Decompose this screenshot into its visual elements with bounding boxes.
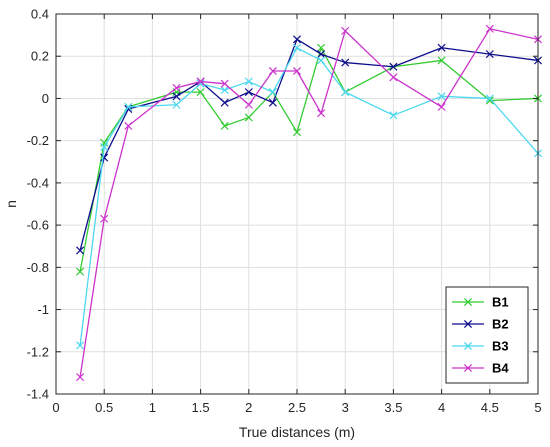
data-point-b4: [124, 121, 133, 130]
data-point-b1: [437, 56, 446, 65]
data-point-b4: [292, 66, 302, 76]
legend-marker: [463, 319, 473, 329]
data-point-b2: [437, 43, 446, 52]
legend-item-b1: B1: [452, 295, 509, 310]
data-point-b4: [341, 26, 350, 35]
legend-item-b2: B2: [452, 317, 509, 332]
legend-label: B1: [492, 295, 509, 310]
data-point-b2: [100, 153, 109, 162]
data-point-b3: [485, 94, 494, 103]
y-tick-label: -1.2: [27, 344, 49, 359]
data-point-b3: [172, 100, 181, 109]
x-tick-label: 1: [149, 400, 156, 415]
x-tick-label: 2: [245, 400, 252, 415]
data-point-b4: [268, 66, 277, 76]
data-point-b4: [437, 102, 446, 111]
data-point-b4: [220, 79, 229, 88]
series-b4: [76, 24, 543, 382]
legend-label: B4: [492, 361, 509, 376]
data-point-b4: [244, 100, 253, 109]
legend-item-b4: B4: [452, 361, 509, 376]
data-point-b1: [292, 128, 302, 137]
y-tick-label: 0.4: [31, 7, 49, 22]
x-tick-label: 3: [342, 400, 349, 415]
y-tick-label: -1: [37, 302, 49, 317]
y-tick-label: -0.8: [27, 260, 49, 275]
data-point-b4: [76, 373, 85, 382]
tick-labels: 0 0.5 1 1.5 2 2.5 3 3.5 4 4.5 5 -1.4 -1.2 -1 -0.8 -0.6 -…: [27, 7, 542, 416]
data-point-b1: [196, 88, 205, 97]
legend-item-b3: B3: [452, 339, 509, 354]
y-tick-label: -0.2: [27, 133, 49, 148]
data-point-b3: [76, 341, 85, 350]
y-tick-label: 0.2: [31, 49, 49, 64]
y-tick-label: 0: [42, 91, 49, 106]
data-point-b2: [292, 35, 302, 44]
data-point-b4: [317, 109, 326, 118]
data-point-b2: [244, 88, 253, 97]
data-point-b1: [317, 43, 326, 52]
data-point-b3: [268, 88, 277, 97]
x-tick-label: 0: [52, 400, 59, 415]
legend: B1 B2 B3 B4: [445, 286, 529, 384]
x-tick-label: 5: [534, 400, 541, 415]
legend-box: [445, 286, 529, 384]
legend-label: B2: [492, 317, 509, 332]
data-point-b3: [437, 92, 446, 101]
data-point-b4: [389, 73, 398, 82]
data-point-b1: [76, 267, 85, 276]
axes: [55, 13, 539, 395]
data-point-b2: [268, 98, 277, 107]
y-tick-label: -0.4: [27, 175, 49, 190]
data-point-b3: [100, 142, 109, 152]
data-point-b4: [100, 214, 109, 223]
data-point-b2: [172, 92, 181, 101]
x-axis-label: True distances (m): [239, 424, 355, 440]
x-tick-label: 4.5: [481, 400, 499, 415]
y-tick-label: -0.6: [27, 218, 49, 233]
data-point-b4: [196, 77, 205, 86]
legend-marker: [463, 363, 473, 373]
legend-marker: [463, 341, 473, 351]
data-point-b2: [317, 50, 326, 59]
data-point-b3: [220, 85, 229, 95]
data-point-b3: [244, 77, 253, 86]
x-tick-label: 0.5: [95, 400, 113, 415]
x-tick-label: 2.5: [288, 400, 306, 415]
data-point-b3: [341, 88, 350, 97]
data-point-b4: [485, 24, 494, 33]
y-axis-label: n: [3, 200, 19, 208]
x-tick-label: 4: [438, 400, 445, 415]
y-tick-label: -1.4: [27, 387, 49, 402]
x-tick-label: 1.5: [192, 400, 210, 415]
legend-marker: [463, 297, 473, 307]
legend-label: B3: [492, 339, 509, 354]
data-point-b1: [220, 121, 229, 130]
data-point-b2: [389, 62, 398, 71]
data-point-b3: [124, 102, 133, 111]
data-point-b4: [172, 83, 181, 92]
x-tick-label: 3.5: [384, 400, 402, 415]
data-point-b2: [485, 50, 494, 59]
data-point-b3: [317, 56, 326, 65]
data-point-b3: [292, 43, 302, 52]
data-point-b2: [220, 98, 229, 107]
data-point-b1: [244, 113, 253, 122]
data-point-b2: [76, 246, 85, 255]
data-point-b3: [389, 111, 398, 120]
data-point-b2: [341, 58, 350, 67]
